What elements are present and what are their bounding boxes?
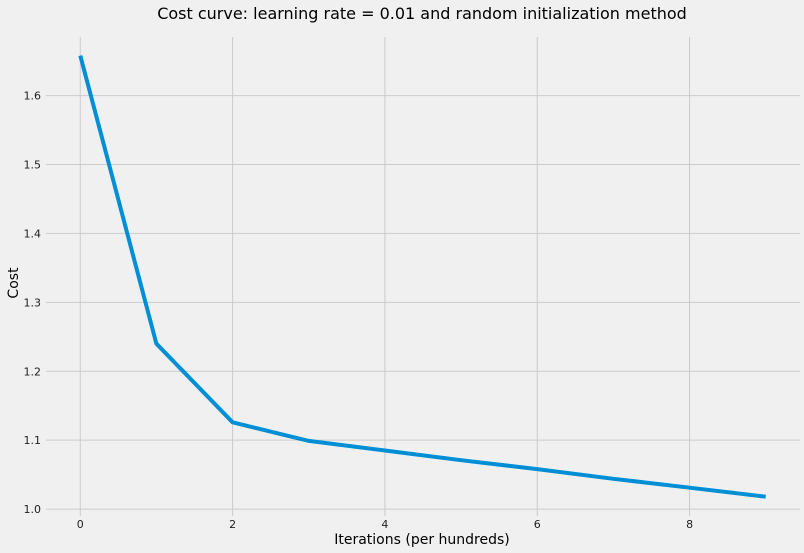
y-tick-label: 1.1 xyxy=(24,434,42,447)
x-tick-labels: 0 2 4 6 8 xyxy=(77,518,693,531)
x-tick-label: 8 xyxy=(686,518,693,531)
x-axis-label: Iterations (per hundreds) xyxy=(334,532,510,548)
x-tick-label: 6 xyxy=(534,518,541,531)
y-tick-label: 1.4 xyxy=(24,227,42,240)
y-gridlines xyxy=(46,95,800,510)
y-tick-label: 1.5 xyxy=(24,159,42,172)
chart-title: Cost curve: learning rate = 0.01 and ran… xyxy=(157,4,687,23)
x-tick-label: 2 xyxy=(229,518,236,531)
x-tick-label: 4 xyxy=(381,518,388,531)
x-tick-label: 0 xyxy=(77,518,84,531)
y-tick-label: 1.3 xyxy=(24,296,42,309)
y-tick-labels: 1.0 1.1 1.2 1.3 1.4 1.5 1.6 xyxy=(24,90,42,517)
y-tick-label: 1.6 xyxy=(24,90,42,103)
series-group xyxy=(78,55,766,499)
cost-series-line xyxy=(78,55,766,499)
x-gridlines xyxy=(79,37,691,516)
y-axis-label: Cost xyxy=(6,267,22,299)
y-tick-label: 1.2 xyxy=(24,365,42,378)
y-tick-label: 1.0 xyxy=(24,503,42,516)
